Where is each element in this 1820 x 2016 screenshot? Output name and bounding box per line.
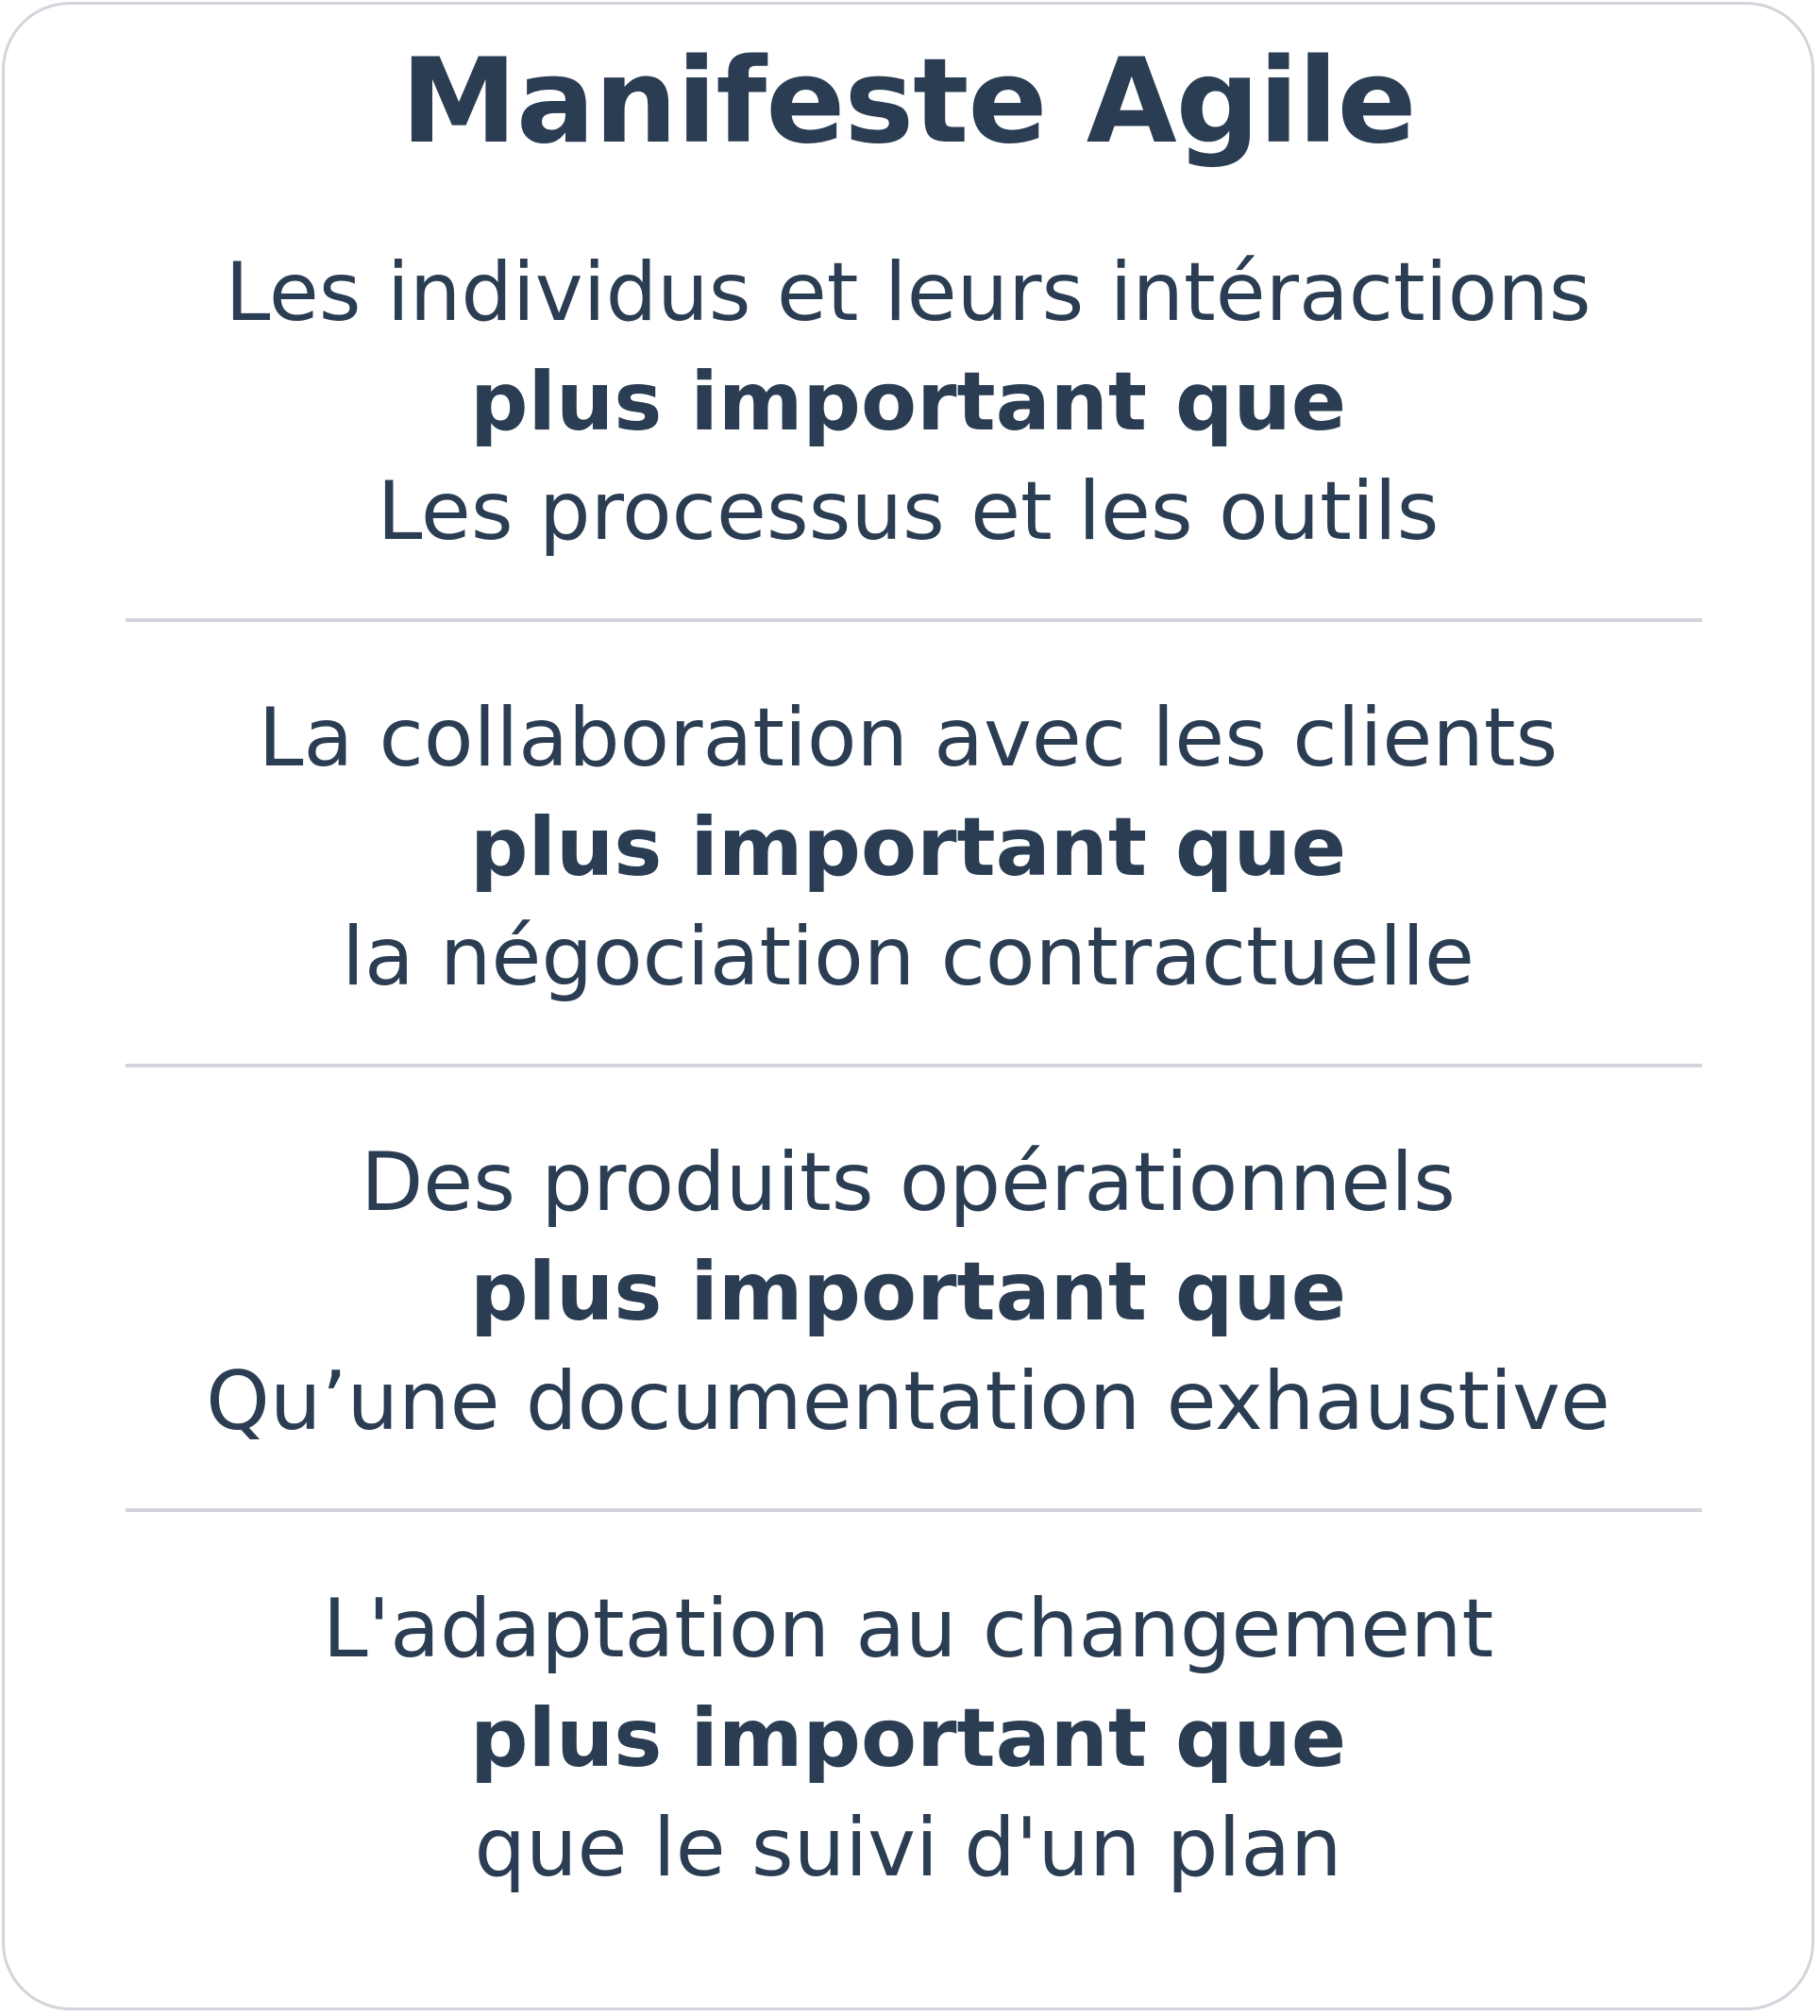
value-preferred: L'adaptation au changement [322,1582,1494,1676]
value-over: Les processus et les outils [377,464,1440,559]
value-item-4: L'adaptation au changement plus importan… [5,1574,1812,1903]
value-item-1: Les individus et leurs intéractions plus… [5,238,1812,566]
value-preferred: La collaboration avec les clients [258,691,1559,785]
value-item-2: La collaboration avec les clients plus i… [5,683,1812,1012]
divider [126,618,1702,622]
value-preferred: Les individus et leurs intéractions [225,245,1592,340]
value-connector: plus important que [469,355,1347,449]
value-connector: plus important que [469,1691,1347,1786]
value-connector: plus important que [469,800,1347,895]
value-over: que le suivi d'un plan [474,1801,1342,1895]
value-item-3: Des produits opérationnels plus importan… [5,1128,1812,1456]
divider [126,1508,1702,1512]
value-over: Qu’une documentation exhaustive [206,1354,1610,1449]
divider [126,1064,1702,1067]
value-connector: plus important que [469,1245,1347,1339]
page-title: Manifeste Agile [400,34,1416,170]
value-preferred: Des produits opérationnels [361,1135,1456,1230]
value-over: la négociation contractuelle [342,910,1475,1004]
